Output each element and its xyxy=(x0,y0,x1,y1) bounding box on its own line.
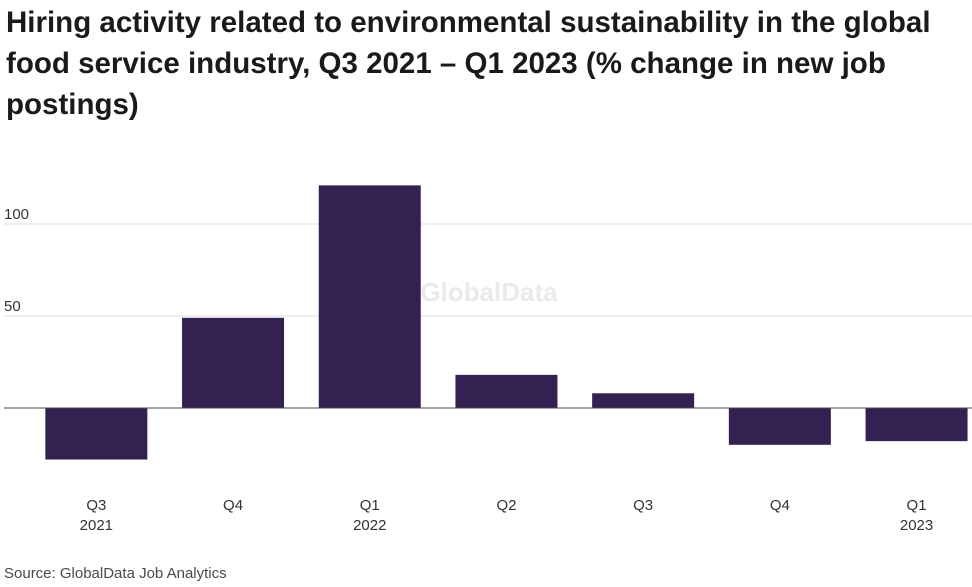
bars xyxy=(45,185,968,460)
x-tick-label: 2023 xyxy=(900,517,933,534)
x-tick-label: Q3 xyxy=(86,497,106,514)
x-tick-label: 2021 xyxy=(80,517,113,534)
x-tick-label: 2022 xyxy=(353,517,386,534)
source-note: Source: GlobalData Job Analytics xyxy=(4,565,227,582)
x-tick-label: Q4 xyxy=(223,497,243,514)
y-axis-ticks: 50 100 xyxy=(4,206,29,315)
bar xyxy=(455,374,558,408)
gridlines xyxy=(4,223,972,317)
bar xyxy=(318,185,421,408)
x-tick-label: Q2 xyxy=(496,497,516,514)
chart-title: Hiring activity related to environmental… xyxy=(6,6,931,121)
x-tick-label: Q3 xyxy=(633,497,653,514)
x-tick-label: Q1 xyxy=(360,497,380,514)
y-tick-label: 100 xyxy=(4,206,29,223)
bar xyxy=(592,393,695,408)
watermark: GlobalData xyxy=(420,277,558,307)
x-tick-label: Q1 xyxy=(907,497,927,514)
bar xyxy=(182,317,285,408)
bar xyxy=(45,408,148,460)
x-axis-ticks: Q3 2021 Q4 Q1 2022 Q2 Q3 Q4 Q1 2023 xyxy=(80,497,934,534)
bar xyxy=(728,408,831,445)
x-tick-label: Q4 xyxy=(770,497,790,514)
bar xyxy=(865,408,968,442)
y-tick-label: 50 xyxy=(4,298,21,315)
